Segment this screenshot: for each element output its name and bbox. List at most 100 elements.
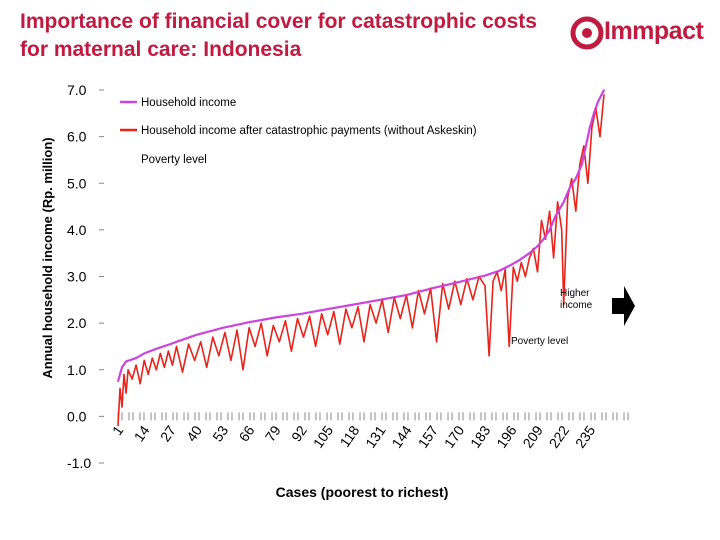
household-income-point — [510, 264, 513, 266]
y-tick-label: 3.0 — [67, 269, 87, 285]
after-payments-point — [460, 303, 462, 306]
after-payments-point — [119, 387, 121, 389]
after-payments-point — [139, 383, 141, 385]
household-income-point — [528, 252, 531, 254]
after-payments-point — [387, 331, 389, 334]
x-tick-label: 157 — [415, 422, 442, 450]
page-title: Importance of financial cover for catast… — [20, 10, 537, 61]
after-payments-point — [544, 238, 547, 240]
after-payments-point — [603, 94, 605, 96]
after-payments-point — [143, 359, 145, 362]
immpact-logo: Immpact — [568, 14, 718, 54]
household-income-point — [326, 308, 329, 310]
after-payments-point — [167, 350, 170, 352]
x-tick-label: 183 — [467, 422, 494, 450]
after-payments-point — [123, 373, 125, 376]
after-payments-point — [260, 322, 262, 324]
higher-income-arrow-icon — [612, 286, 635, 326]
after-payments-point — [339, 343, 341, 345]
household-income-point — [300, 313, 303, 315]
after-payments-point — [563, 303, 565, 306]
after-payments-point — [591, 126, 593, 128]
after-payments-point — [399, 317, 401, 320]
after-payments-point — [500, 289, 502, 292]
after-payments-point — [557, 201, 559, 203]
x-tick-label: 209 — [519, 422, 546, 450]
after-payments-point — [492, 280, 494, 282]
after-payments-point — [363, 341, 365, 343]
household-income-point — [589, 126, 591, 129]
after-payments-point — [571, 177, 573, 180]
x-tick-label: 27 — [157, 422, 179, 444]
x-tick-label: 170 — [441, 422, 468, 450]
after-payments-point — [163, 366, 165, 369]
after-payments-point — [595, 108, 597, 110]
after-payments-point — [381, 299, 383, 301]
after-payments-point — [181, 371, 184, 373]
y-tick-label: 7.0 — [67, 82, 87, 98]
after-payments-point — [308, 315, 311, 317]
poverty-level-annotation: Poverty level — [511, 336, 568, 347]
after-payments-point — [484, 285, 486, 287]
after-payments-point — [548, 210, 551, 212]
after-payments-point — [290, 350, 293, 352]
higher-income-line1: Higher — [560, 288, 590, 299]
y-tick-label: 6.0 — [67, 129, 87, 145]
logo-mark-icon — [570, 16, 604, 50]
after-payments-point — [175, 345, 178, 348]
after-payments-point — [579, 164, 581, 166]
higher-income-label: Higher income — [560, 288, 593, 311]
household-income-point — [603, 89, 605, 91]
household-income-point — [274, 316, 277, 319]
after-payments-point — [272, 324, 274, 327]
after-payments-point — [466, 278, 468, 280]
after-payments-point — [333, 310, 335, 313]
household-income-point — [125, 360, 127, 363]
household-income-point — [536, 245, 539, 247]
y-tick-label: 5.0 — [67, 175, 87, 191]
household-income-point — [562, 201, 565, 203]
after-payments-point — [206, 366, 208, 369]
after-payments-point — [393, 296, 395, 299]
after-payments-point — [242, 369, 244, 371]
after-payments-point — [587, 182, 589, 184]
after-payments-point — [454, 280, 456, 282]
x-tick-label: 14 — [131, 422, 153, 444]
household-income-point — [121, 366, 123, 369]
after-payments-point — [532, 247, 535, 250]
after-payments-point — [159, 352, 161, 355]
after-payments-point — [248, 327, 250, 329]
x-axis-label: Cases (poorest to richest) — [276, 484, 449, 500]
after-payments-point — [147, 373, 149, 376]
household-income-point — [593, 112, 595, 115]
household-income-point — [585, 145, 587, 147]
series-layer — [116, 89, 605, 427]
after-payments-point — [212, 336, 214, 338]
after-payments-point — [528, 257, 530, 259]
after-payments-point — [357, 306, 359, 308]
legend-label-poverty-level: Poverty level — [141, 154, 207, 166]
x-tick-label: 118 — [336, 422, 362, 450]
after-payments-point — [117, 425, 119, 427]
after-payments-point — [278, 341, 280, 343]
after-payments-point — [284, 320, 286, 322]
after-payments-point — [423, 313, 426, 315]
higher-income-line2: income — [560, 300, 593, 311]
after-payments-point — [218, 355, 220, 357]
after-payments-point — [417, 289, 420, 292]
after-payments-point — [155, 369, 157, 371]
logo-text: Immpact — [604, 17, 704, 45]
household-income-point — [353, 303, 355, 306]
after-payments-point — [436, 341, 438, 343]
x-tick-label: 235 — [572, 422, 599, 450]
household-income-point — [117, 380, 119, 383]
household-income-point — [548, 229, 551, 231]
after-payments-point — [375, 322, 377, 324]
after-payments-point — [230, 359, 232, 362]
household-income-point — [518, 259, 521, 261]
after-payments-point — [125, 392, 127, 394]
after-payments-point — [345, 308, 347, 310]
after-payments-point — [194, 359, 196, 362]
after-payments-point — [524, 275, 526, 278]
legend-label-household-income: Household income — [141, 97, 236, 109]
